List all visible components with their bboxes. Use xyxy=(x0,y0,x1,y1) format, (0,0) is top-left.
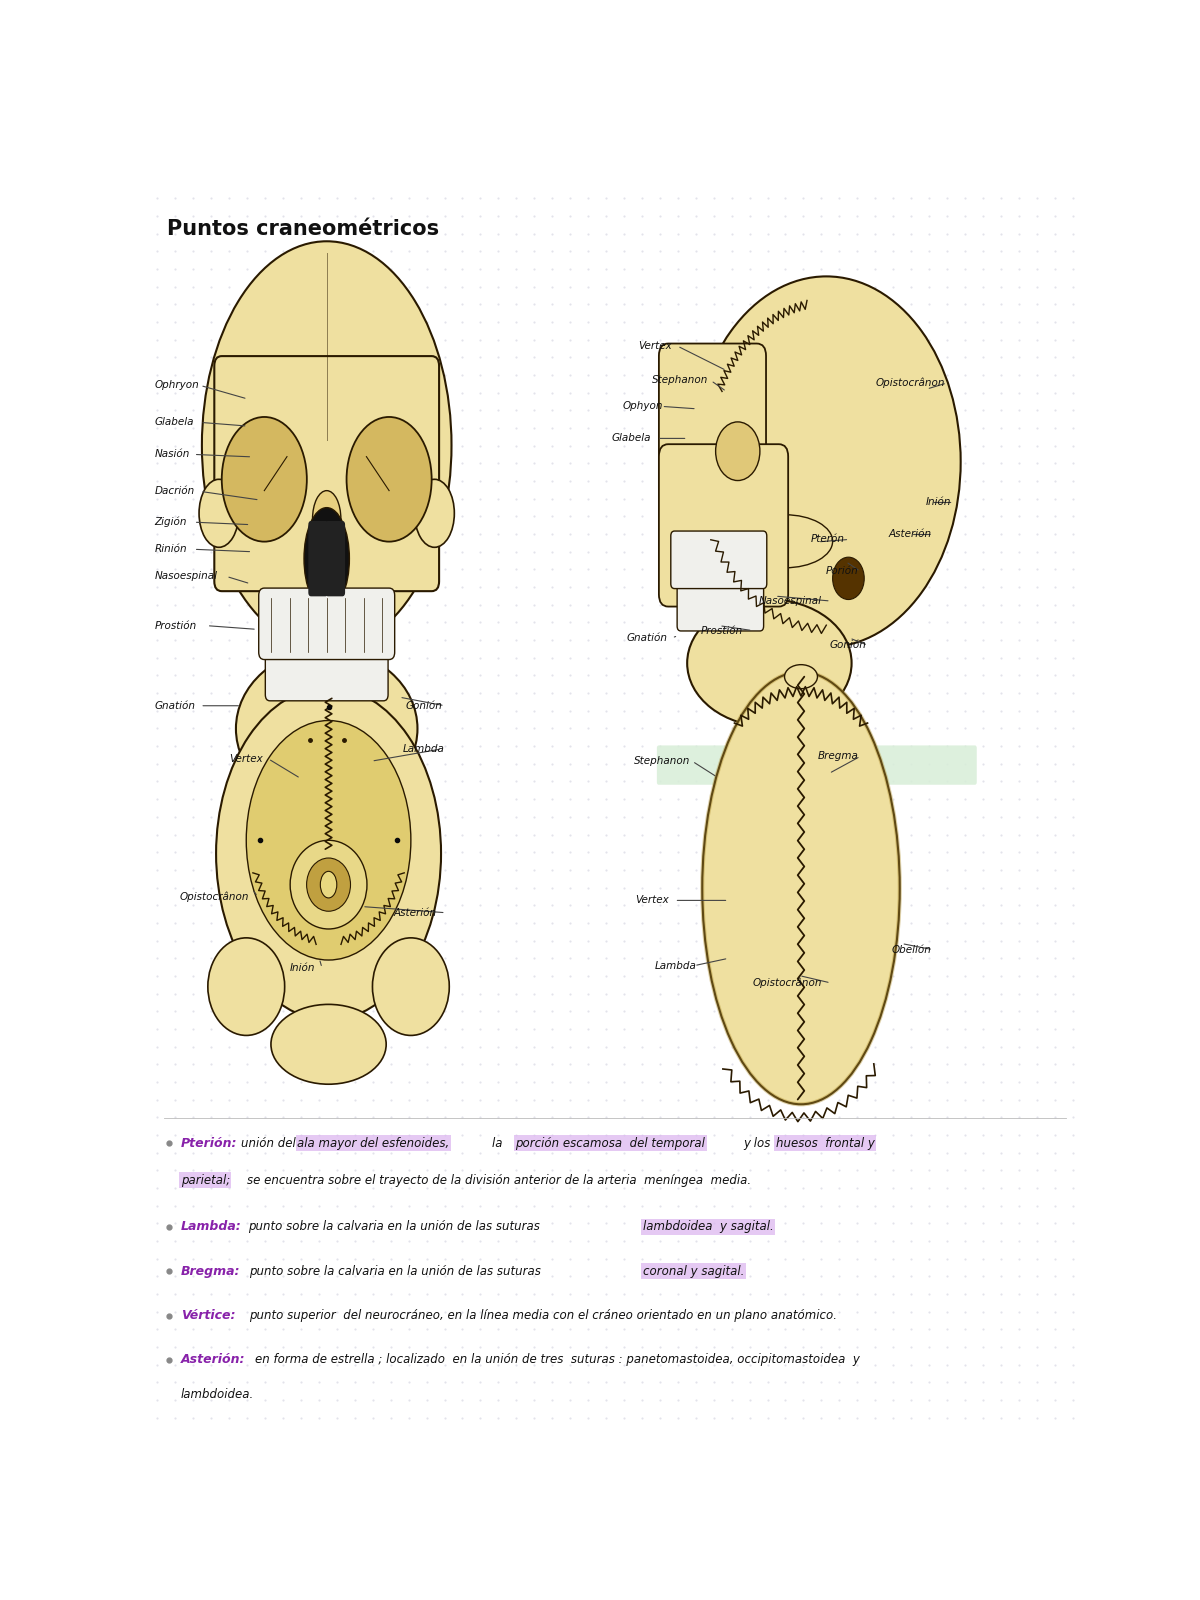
Text: Nasoespinal: Nasoespinal xyxy=(155,571,217,581)
Text: Glabela: Glabela xyxy=(155,418,194,427)
FancyBboxPatch shape xyxy=(265,637,388,701)
Text: Asterión: Asterión xyxy=(394,907,437,918)
Text: Gonión: Gonión xyxy=(406,701,443,710)
Circle shape xyxy=(715,422,760,480)
Ellipse shape xyxy=(202,242,451,650)
Ellipse shape xyxy=(236,650,418,808)
Text: Opistocrânon: Opistocrânon xyxy=(876,378,946,389)
Text: Ophyon: Ophyon xyxy=(623,402,662,411)
Text: Gnatión: Gnatión xyxy=(155,701,196,710)
Text: Inión: Inión xyxy=(926,498,952,507)
Ellipse shape xyxy=(833,557,864,600)
Text: Stephanon: Stephanon xyxy=(634,757,690,766)
FancyBboxPatch shape xyxy=(215,357,439,590)
FancyBboxPatch shape xyxy=(659,344,766,501)
Text: Ophryon: Ophryon xyxy=(155,381,199,390)
Text: Obelión: Obelión xyxy=(892,944,931,955)
Text: ala mayor del esfenoides,: ala mayor del esfenoides, xyxy=(296,1136,449,1150)
Text: Nasoespinal: Nasoespinal xyxy=(760,597,822,606)
Text: Puntos craneométricos: Puntos craneométricos xyxy=(167,219,439,238)
Ellipse shape xyxy=(688,600,852,726)
Text: Prostión: Prostión xyxy=(155,621,197,630)
Ellipse shape xyxy=(222,418,307,542)
Text: Lambda:: Lambda: xyxy=(181,1221,241,1234)
Text: Glabela: Glabela xyxy=(611,434,650,443)
Ellipse shape xyxy=(307,858,350,912)
Text: en forma de estrella ; localizado  en la unión de tres  suturas : panetomastoide: en forma de estrella ; localizado en la … xyxy=(256,1354,860,1366)
Ellipse shape xyxy=(271,1005,386,1085)
FancyBboxPatch shape xyxy=(656,746,977,784)
Text: Zigión: Zigión xyxy=(155,517,187,528)
Text: Asterión:: Asterión: xyxy=(181,1354,245,1366)
Ellipse shape xyxy=(199,480,239,547)
Text: Pterón: Pterón xyxy=(810,534,845,544)
Text: punto superior  del neurocráneo, en la línea media con el cráneo orientado en un: punto superior del neurocráneo, en la lí… xyxy=(250,1309,838,1322)
Ellipse shape xyxy=(312,491,341,547)
Ellipse shape xyxy=(290,840,367,930)
Ellipse shape xyxy=(415,480,455,547)
Text: coronal y sagital.: coronal y sagital. xyxy=(643,1264,744,1278)
Text: porción escamosa  del temporal: porción escamosa del temporal xyxy=(516,1136,706,1150)
Text: Prostión: Prostión xyxy=(701,626,743,635)
Ellipse shape xyxy=(246,720,410,960)
Ellipse shape xyxy=(785,664,817,688)
Ellipse shape xyxy=(216,688,442,1019)
Text: Stephanon: Stephanon xyxy=(653,376,708,386)
Text: punto sobre la calvaria en la unión de las suturas: punto sobre la calvaria en la unión de l… xyxy=(247,1221,544,1234)
Ellipse shape xyxy=(320,872,337,898)
Text: y los: y los xyxy=(743,1136,774,1150)
Text: Rinión: Rinión xyxy=(155,544,187,554)
Text: huesos  frontal y: huesos frontal y xyxy=(776,1136,875,1150)
FancyBboxPatch shape xyxy=(671,531,767,589)
Text: Asterión: Asterión xyxy=(888,530,931,539)
Text: Dacrión: Dacrión xyxy=(155,486,194,496)
Text: Vertex: Vertex xyxy=(636,896,670,906)
Text: lambdoidea.: lambdoidea. xyxy=(181,1387,254,1402)
Text: Nasión: Nasión xyxy=(155,450,190,459)
Text: la: la xyxy=(492,1136,506,1150)
Text: se encuentra sobre el trayecto de la división anterior de la arteria  meníngea  : se encuentra sobre el trayecto de la div… xyxy=(247,1173,751,1187)
Text: parietal;: parietal; xyxy=(181,1173,230,1187)
FancyBboxPatch shape xyxy=(659,445,788,606)
Ellipse shape xyxy=(372,938,449,1035)
Text: Bregma: Bregma xyxy=(817,752,859,762)
Text: Inión: Inión xyxy=(289,963,314,973)
Ellipse shape xyxy=(738,515,833,568)
Text: Lambda: Lambda xyxy=(655,960,697,971)
Ellipse shape xyxy=(347,418,432,542)
Text: Bregma:: Bregma: xyxy=(181,1264,240,1278)
FancyBboxPatch shape xyxy=(308,522,328,597)
Text: Vertex: Vertex xyxy=(638,341,672,350)
Text: Vértice:: Vértice: xyxy=(181,1309,235,1322)
FancyBboxPatch shape xyxy=(259,589,395,659)
Text: Pterión:: Pterión: xyxy=(181,1136,238,1150)
Text: Lambda: Lambda xyxy=(403,744,445,754)
Text: Vertex: Vertex xyxy=(229,754,263,763)
Ellipse shape xyxy=(692,277,961,648)
Text: Gonión: Gonión xyxy=(829,640,866,650)
Text: Opistocrânon: Opistocrânon xyxy=(752,978,822,989)
Text: punto sobre la calvaria en la unión de las suturas: punto sobre la calvaria en la unión de l… xyxy=(250,1264,545,1278)
Text: Porión: Porión xyxy=(826,566,859,576)
FancyBboxPatch shape xyxy=(677,579,763,630)
Ellipse shape xyxy=(304,507,349,610)
Text: unión del: unión del xyxy=(241,1136,300,1150)
Ellipse shape xyxy=(208,938,284,1035)
Text: Gnatión: Gnatión xyxy=(626,634,667,643)
Ellipse shape xyxy=(702,672,900,1104)
Text: lambdoidea  y sagital.: lambdoidea y sagital. xyxy=(643,1221,774,1234)
Text: Opistocrânon: Opistocrânon xyxy=(180,891,250,902)
FancyBboxPatch shape xyxy=(325,522,346,597)
